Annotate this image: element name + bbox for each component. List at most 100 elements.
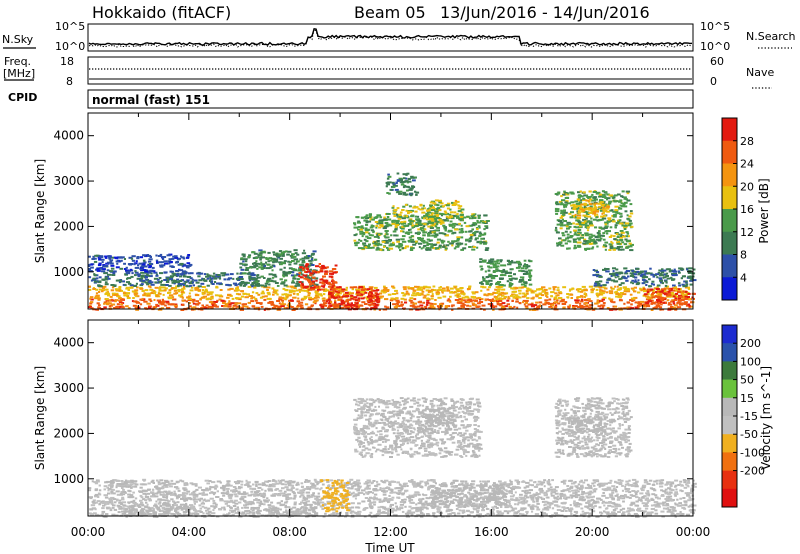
- cell: [190, 308, 194, 311]
- cell: [446, 207, 450, 210]
- cell: [182, 284, 185, 286]
- cell: [673, 289, 676, 292]
- cell: [410, 221, 414, 224]
- cell: [385, 233, 389, 236]
- cell: [415, 242, 418, 244]
- cell: [309, 277, 312, 280]
- cell: [442, 232, 445, 235]
- cell: [369, 511, 373, 514]
- cell: [626, 199, 631, 202]
- cell: [235, 277, 240, 280]
- cell: [355, 216, 360, 219]
- cell: [402, 230, 405, 233]
- cell: [436, 305, 441, 308]
- cell: [399, 249, 402, 252]
- cell: [578, 238, 581, 241]
- cell: [558, 497, 563, 500]
- cell: [258, 263, 263, 266]
- cell: [331, 284, 335, 287]
- cell: [214, 294, 219, 297]
- cell: [616, 246, 621, 248]
- cell: [139, 278, 143, 281]
- cell: [511, 492, 513, 495]
- cell: [568, 240, 572, 243]
- cell: [105, 291, 109, 294]
- cell: [527, 303, 531, 306]
- cell: [88, 264, 91, 266]
- cell: [460, 248, 464, 251]
- cell: [307, 292, 311, 295]
- cell: [424, 305, 428, 308]
- cell: [104, 276, 108, 279]
- cell: [214, 301, 218, 303]
- cell: [417, 231, 421, 234]
- cell: [573, 244, 577, 247]
- cell: [410, 194, 413, 197]
- cell: [189, 482, 194, 485]
- cell: [611, 491, 615, 494]
- cell: [480, 285, 484, 288]
- cell: [230, 302, 235, 305]
- cell: [224, 303, 230, 306]
- cell: [599, 290, 602, 293]
- cell: [206, 508, 209, 511]
- cell: [370, 287, 373, 290]
- cell: [659, 308, 662, 311]
- cell: [198, 289, 202, 292]
- cell: [430, 288, 434, 291]
- cell: [539, 496, 543, 499]
- cell: [299, 267, 303, 270]
- cell: [264, 295, 268, 298]
- cell: [304, 303, 309, 306]
- cell: [488, 286, 491, 289]
- cell: [379, 216, 383, 219]
- cell: [626, 192, 630, 195]
- cell: [447, 240, 450, 243]
- cell: [483, 293, 487, 296]
- cell: [523, 303, 526, 306]
- cell: [112, 270, 116, 273]
- cell: [618, 283, 622, 286]
- cell: [688, 276, 693, 279]
- cell: [237, 289, 240, 292]
- cell: [597, 202, 602, 205]
- cell: [95, 292, 99, 295]
- cell: [278, 305, 282, 308]
- cell: [398, 192, 402, 195]
- cell: [612, 235, 616, 238]
- cell: [610, 209, 614, 212]
- cell: [588, 221, 592, 224]
- cell: [489, 284, 492, 287]
- cell: [341, 302, 346, 305]
- cell: [187, 280, 190, 283]
- cell: [583, 194, 586, 197]
- cell: [154, 281, 158, 284]
- cell: [626, 240, 631, 243]
- cell: [229, 287, 234, 290]
- cell: [402, 186, 406, 189]
- cell: [536, 306, 540, 309]
- cell: [442, 219, 447, 222]
- cell: [223, 305, 228, 308]
- cell: [282, 287, 286, 290]
- cell: [428, 306, 433, 309]
- cell: [443, 233, 447, 236]
- cell: [430, 245, 434, 248]
- cell: [139, 268, 144, 270]
- cell: [589, 220, 593, 223]
- cell: [119, 305, 122, 308]
- cell: [511, 307, 514, 310]
- cell: [601, 298, 605, 301]
- cell: [613, 200, 617, 203]
- cell: [685, 483, 688, 486]
- cell: [252, 278, 257, 280]
- cell: [674, 297, 678, 300]
- cell: [149, 269, 154, 272]
- cell: [267, 277, 272, 280]
- cell: [583, 238, 587, 241]
- cell: [564, 201, 568, 204]
- cell: [102, 265, 106, 268]
- cell: [236, 272, 239, 275]
- cell: [657, 301, 661, 304]
- cell: [462, 247, 467, 250]
